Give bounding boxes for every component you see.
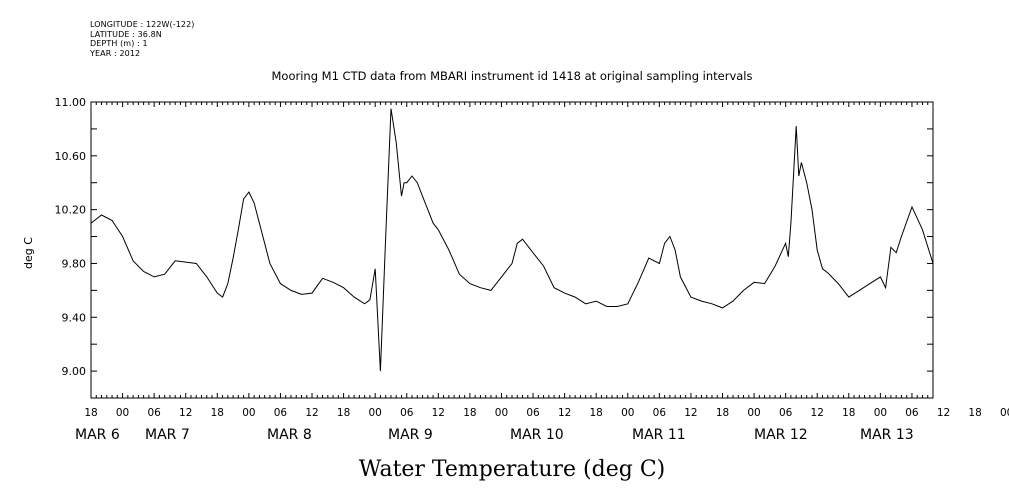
x-hour-label: 12 — [684, 407, 697, 419]
x-day-label: MAR 8 — [267, 427, 312, 443]
x-hour-label: 12 — [558, 407, 571, 419]
x-hour-label: 06 — [526, 407, 540, 419]
y-tick-label: 9.00 — [62, 365, 87, 378]
temperature-series-line — [90, 108, 934, 372]
x-hour-label: 18 — [590, 407, 603, 419]
x-hour-label: 12 — [305, 407, 318, 419]
x-hour-label: 12 — [179, 407, 192, 419]
y-tick-label: 9.40 — [62, 311, 87, 324]
year-text: YEAR : 2012 — [90, 48, 141, 58]
latitude-text: LATITUDE : 36.8N — [90, 29, 162, 39]
y-tick-label: 10.60 — [55, 150, 87, 163]
axis-ticks — [90, 101, 934, 398]
x-day-label: MAR 7 — [145, 427, 190, 443]
longitude-text: LONGITUDE : 122W(-122) — [90, 20, 195, 29]
x-hour-label: 18 — [463, 407, 476, 419]
x-hour-label: 18 — [211, 407, 224, 419]
x-hour-label: 00 — [874, 407, 887, 419]
x-hour-label: 06 — [653, 407, 667, 419]
x-hour-label: 18 — [716, 407, 729, 419]
metadata-block: LONGITUDE : 122W(-122) LATITUDE : 36.8N … — [90, 20, 195, 58]
x-hour-label: 12 — [811, 407, 824, 419]
x-hour-label: 00 — [495, 407, 508, 419]
x-day-label: MAR 12 — [754, 427, 808, 443]
x-hour-label: 12 — [937, 407, 950, 419]
x-hour-label: 00 — [242, 407, 255, 419]
plot-frame — [90, 101, 934, 399]
y-tick-label: 9.80 — [62, 257, 87, 270]
x-hour-label: 00 — [368, 407, 381, 419]
x-hour-label: 00 — [1000, 407, 1009, 419]
x-hour-label: 06 — [779, 407, 793, 419]
x-hour-label: 00 — [747, 407, 760, 419]
x-hour-label: 00 — [621, 407, 634, 419]
y-tick-label: 10.20 — [55, 204, 87, 217]
x-hour-label: 18 — [337, 407, 350, 419]
x-hour-label: 18 — [968, 407, 981, 419]
x-day-label: MAR 9 — [388, 427, 433, 443]
x-hour-label: 18 — [84, 407, 97, 419]
y-tick-label: 11.00 — [55, 96, 87, 109]
x-day-label: MAR 6 — [75, 427, 120, 443]
x-day-label: MAR 10 — [510, 427, 564, 443]
x-hour-label: 06 — [400, 407, 414, 419]
y-axis-label: deg C — [22, 237, 35, 269]
x-hour-label: 06 — [905, 407, 919, 419]
x-hour-label: 06 — [147, 407, 161, 419]
bottom-title: Water Temperature (deg C) — [359, 457, 666, 482]
depth-text: DEPTH (m) : 1 — [90, 39, 148, 49]
x-hour-label: 00 — [116, 407, 129, 419]
x-day-label: MAR 13 — [860, 427, 914, 443]
axis-labels: 9.00 9.40 9.80 10.20 10.60 11.00 18 00 06 12 18 00 0… — [55, 96, 1009, 443]
x-hour-label: 06 — [274, 407, 288, 419]
x-hour-label: 12 — [432, 407, 445, 419]
x-day-label: MAR 11 — [632, 427, 686, 443]
chart-title: Mooring M1 CTD data from MBARI instrumen… — [272, 69, 753, 83]
x-hour-label: 18 — [842, 407, 855, 419]
